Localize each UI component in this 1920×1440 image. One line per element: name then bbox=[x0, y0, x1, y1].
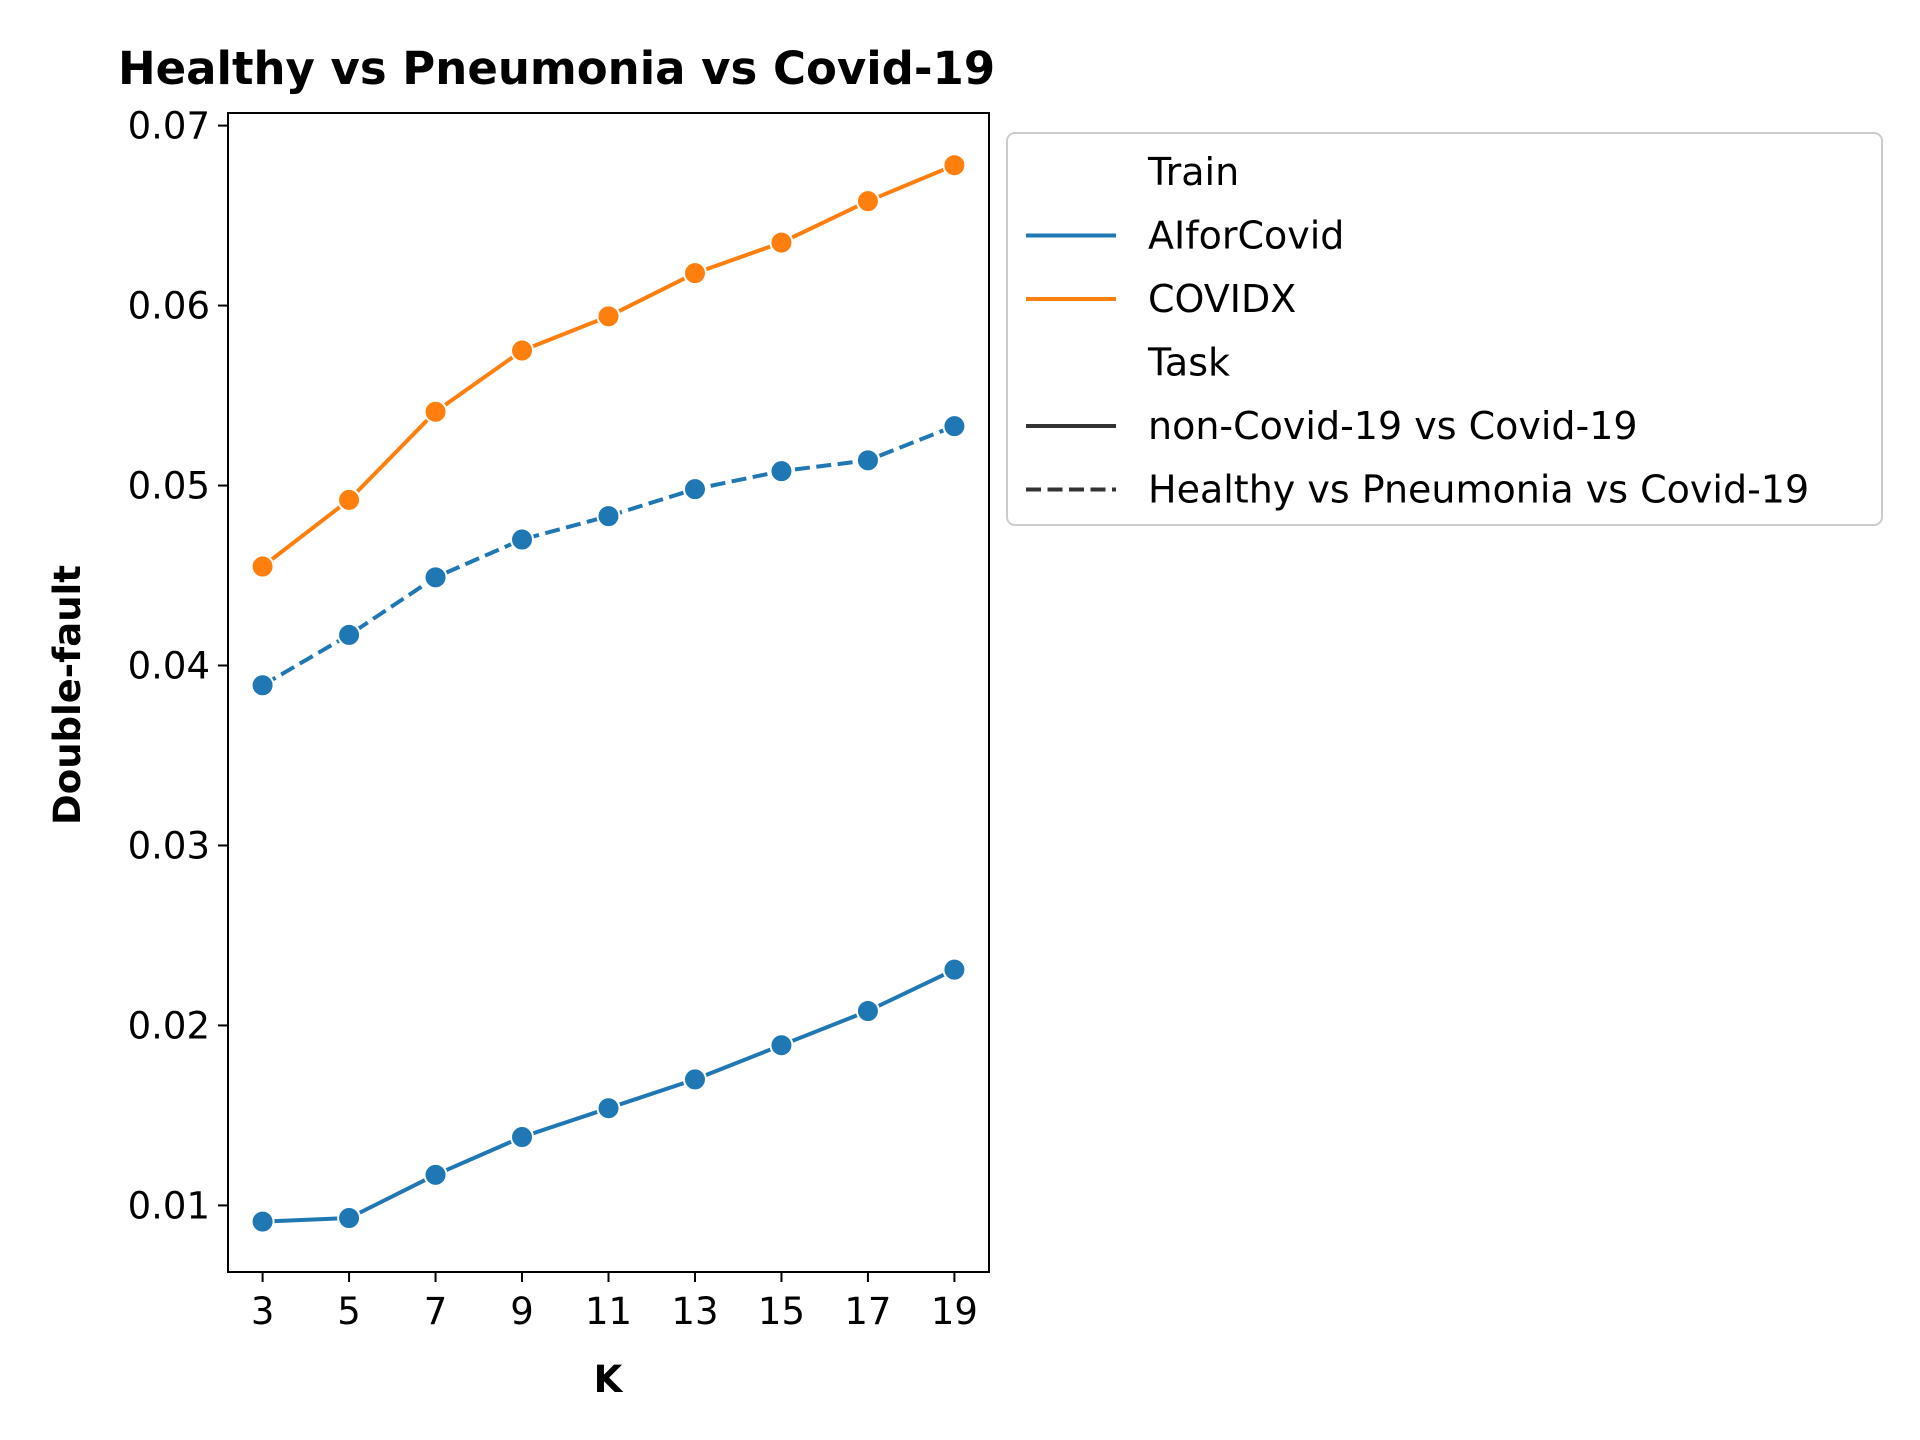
series-1 bbox=[250, 414, 967, 698]
data-point bbox=[250, 554, 275, 579]
data-point bbox=[596, 1096, 621, 1121]
data-point bbox=[423, 399, 448, 424]
y-tick-label: 0.07 bbox=[128, 105, 210, 148]
data-point bbox=[250, 1209, 275, 1234]
data-point bbox=[510, 527, 535, 552]
x-tick-label: 13 bbox=[671, 1290, 718, 1333]
data-point bbox=[510, 338, 535, 363]
data-point bbox=[682, 1067, 707, 1092]
y-tick-label: 0.05 bbox=[128, 465, 210, 508]
series-0 bbox=[250, 153, 967, 579]
x-tick-label: 3 bbox=[251, 1290, 275, 1333]
legend-entry-label: Healthy vs Pneumonia vs Covid-19 bbox=[1148, 468, 1809, 512]
data-point bbox=[596, 304, 621, 329]
data-point bbox=[682, 477, 707, 502]
legend: Train AIforCovid COVIDX Task non-Covid-19 vs… bbox=[1006, 132, 1883, 526]
x-axis-label: K bbox=[594, 1358, 624, 1401]
x-tick-label: 5 bbox=[337, 1290, 361, 1333]
y-tick-label: 0.03 bbox=[128, 824, 210, 867]
series-line bbox=[261, 424, 956, 688]
x-tick-label: 17 bbox=[844, 1290, 891, 1333]
data-point bbox=[769, 1033, 794, 1058]
data-point bbox=[596, 504, 621, 529]
data-point bbox=[942, 153, 967, 178]
x-tick-label: 19 bbox=[931, 1290, 978, 1333]
legend-entry-label: AIforCovid bbox=[1148, 214, 1344, 258]
series-layer bbox=[250, 153, 967, 1234]
y-axis-label: Double-fault bbox=[46, 565, 89, 825]
data-point bbox=[855, 448, 880, 473]
legend-heading: Train bbox=[1147, 150, 1239, 194]
data-point bbox=[855, 189, 880, 214]
legend-entry-label: non-Covid-19 vs Covid-19 bbox=[1148, 404, 1638, 448]
data-point bbox=[942, 957, 967, 982]
y-tick-label: 0.06 bbox=[128, 285, 210, 328]
x-tick-label: 7 bbox=[424, 1290, 448, 1333]
data-point bbox=[337, 1206, 362, 1231]
x-tick-label: 15 bbox=[758, 1290, 805, 1333]
data-point bbox=[769, 459, 794, 484]
legend-frame bbox=[1006, 132, 1883, 526]
legend-heading: Task bbox=[1147, 341, 1230, 385]
x-tick-label: 11 bbox=[585, 1290, 632, 1333]
data-point bbox=[423, 565, 448, 590]
chart-title: Healthy vs Pneumonia vs Covid-19 bbox=[118, 42, 995, 95]
data-point bbox=[337, 622, 362, 647]
data-point bbox=[942, 414, 967, 439]
y-axis: 0.01 0.02 0.03 0.04 0.05 0.06 0.07 bbox=[128, 105, 228, 1227]
data-point bbox=[337, 487, 362, 512]
data-point bbox=[769, 230, 794, 255]
legend-entry-label: COVIDX bbox=[1148, 277, 1296, 321]
data-point bbox=[250, 673, 275, 698]
y-tick-label: 0.02 bbox=[128, 1004, 210, 1047]
y-tick-label: 0.04 bbox=[128, 645, 210, 688]
x-tick-label: 9 bbox=[510, 1290, 534, 1333]
data-point bbox=[510, 1125, 535, 1150]
y-tick-label: 0.01 bbox=[128, 1184, 210, 1227]
series-2 bbox=[250, 957, 967, 1234]
data-point bbox=[855, 999, 880, 1024]
x-axis: 3 5 7 9 11 13 15 17 19 bbox=[251, 1272, 978, 1333]
series-line bbox=[262, 967, 956, 1224]
data-point bbox=[423, 1162, 448, 1187]
data-point bbox=[682, 261, 707, 286]
